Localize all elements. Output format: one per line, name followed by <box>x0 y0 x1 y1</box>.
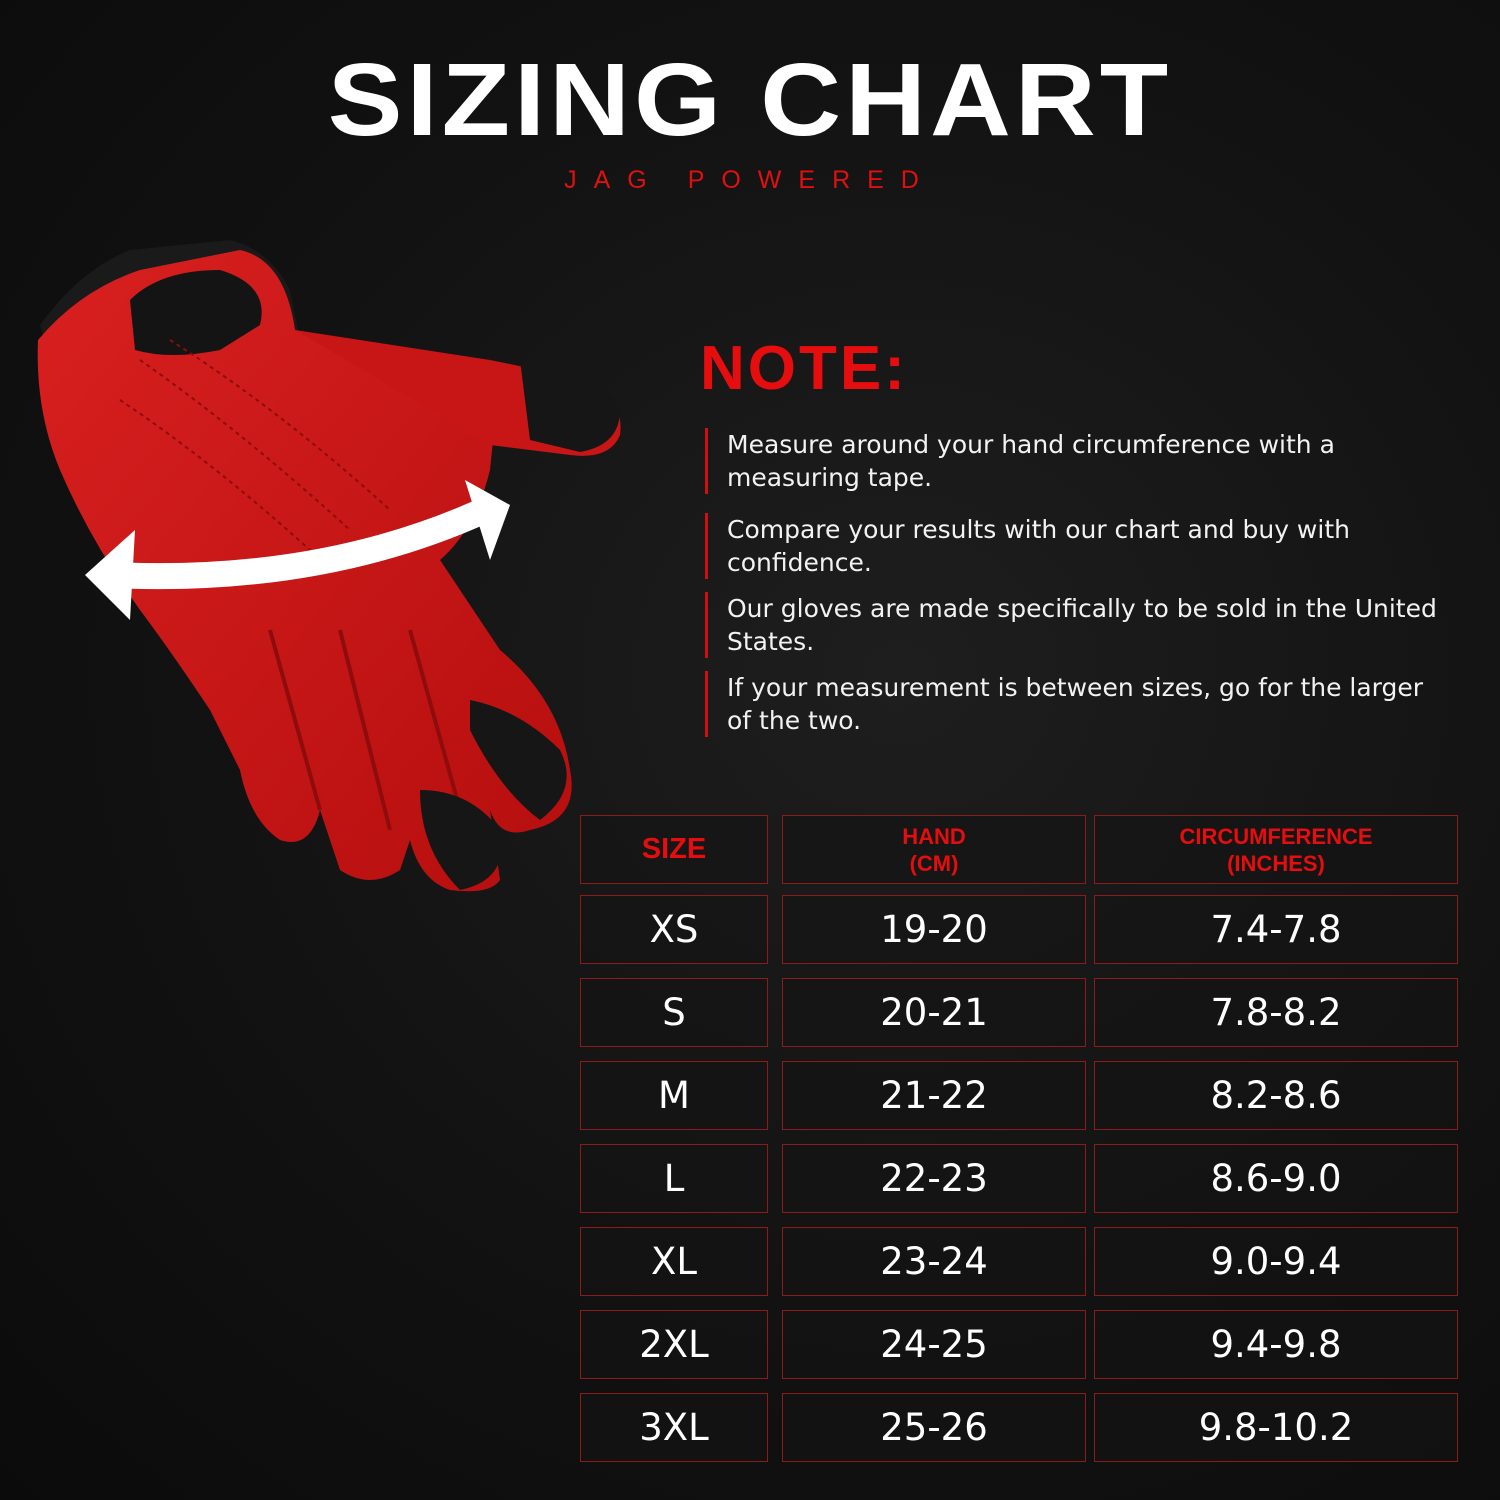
circumference-cell: 7.4-7.8 <box>1094 895 1458 964</box>
size-cell: S <box>580 978 768 1047</box>
hand-cm-cell: 24-25 <box>782 1310 1086 1379</box>
note-item: Our gloves are made specifically to be s… <box>705 592 1447 658</box>
hand-cm-cell: 23-24 <box>782 1227 1086 1296</box>
note-title: NOTE: <box>700 334 908 403</box>
circumference-cell: 9.4-9.8 <box>1094 1310 1458 1379</box>
hand-cm-cell: 22-23 <box>782 1144 1086 1213</box>
hand-cm-cell: 21-22 <box>782 1061 1086 1130</box>
hand-cm-cell: 25-26 <box>782 1393 1086 1462</box>
size-cell: 2XL <box>580 1310 768 1379</box>
header-size: SIZE <box>580 815 768 884</box>
circumference-cell: 9.8-10.2 <box>1094 1393 1458 1462</box>
size-cell: XS <box>580 895 768 964</box>
size-cell: 3XL <box>580 1393 768 1462</box>
note-item: Measure around your hand circumference w… <box>705 428 1447 494</box>
note-item: Compare your results with our chart and … <box>705 513 1447 579</box>
size-cell: XL <box>580 1227 768 1296</box>
circumference-cell: 8.6-9.0 <box>1094 1144 1458 1213</box>
glove-image <box>37 240 621 892</box>
circumference-cell: 9.0-9.4 <box>1094 1227 1458 1296</box>
hand-cm-cell: 19-20 <box>782 895 1086 964</box>
circumference-cell: 7.8-8.2 <box>1094 978 1458 1047</box>
header-circumference: CIRCUMFERENCE (INCHES) <box>1094 815 1458 884</box>
header-hand-cm: HAND (CM) <box>782 815 1086 884</box>
circumference-cell: 8.2-8.6 <box>1094 1061 1458 1130</box>
hand-cm-cell: 20-21 <box>782 978 1086 1047</box>
size-cell: M <box>580 1061 768 1130</box>
note-item: If your measurement is between sizes, go… <box>705 671 1447 737</box>
page-title: SIZING CHART <box>327 42 1173 158</box>
brand-subtitle: JAG POWERED <box>564 166 936 194</box>
size-cell: L <box>580 1144 768 1213</box>
